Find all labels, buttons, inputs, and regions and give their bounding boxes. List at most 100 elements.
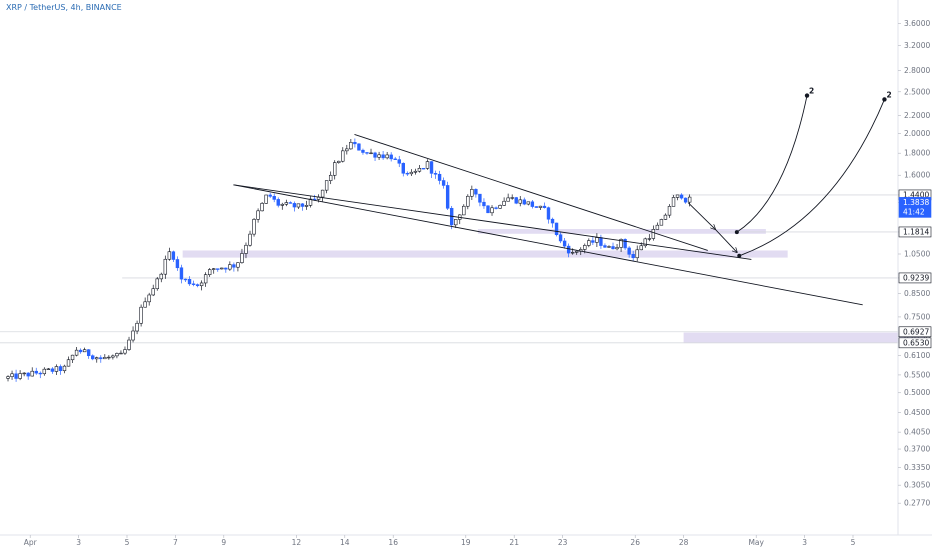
candle-body xyxy=(324,180,329,191)
y-tick-label: 0.5000 xyxy=(904,388,930,397)
candle-body xyxy=(683,197,688,203)
candle-body xyxy=(566,245,571,254)
candle-body xyxy=(385,154,389,159)
candle-body xyxy=(583,245,587,250)
y-tick-label: 3.2000 xyxy=(904,41,930,50)
x-tick-label: 5 xyxy=(125,538,130,547)
candle-body xyxy=(236,262,240,268)
price-tag-label: 0.6530 xyxy=(903,338,929,347)
y-tick-label: 1.6000 xyxy=(904,171,930,180)
candle-body xyxy=(462,205,466,216)
candle-body xyxy=(466,195,470,207)
candle-body xyxy=(534,206,539,208)
x-tick-label: 19 xyxy=(461,538,471,547)
candle-body xyxy=(62,365,67,372)
candle-body xyxy=(587,240,591,246)
price-tag-countdown: 41:42 xyxy=(903,207,925,216)
candle-body xyxy=(50,368,55,372)
candle-body xyxy=(607,246,611,248)
x-tick-label: 5 xyxy=(851,538,856,547)
x-tick-label: Apr xyxy=(24,538,38,547)
candle-body xyxy=(151,288,155,296)
y-tick-label: 2.8000 xyxy=(904,66,930,75)
candle-body xyxy=(195,284,200,287)
candle-body xyxy=(349,141,353,150)
candle-body xyxy=(381,154,385,159)
y-tick-label: 1.0500 xyxy=(904,250,930,259)
y-tick-label: 0.4500 xyxy=(904,408,930,417)
candle-body xyxy=(74,349,79,356)
x-tick-label: 9 xyxy=(221,538,226,547)
candle-body xyxy=(687,196,692,203)
candle-body xyxy=(240,253,244,263)
candle-body xyxy=(292,203,297,208)
candle-body xyxy=(393,158,397,160)
candle-body xyxy=(203,274,208,284)
candle-body xyxy=(522,199,526,205)
candle-body xyxy=(433,173,438,175)
price-tag-label: 1.3838 xyxy=(903,198,929,207)
y-tick-label: 2.2000 xyxy=(904,111,930,120)
candle-body xyxy=(478,193,482,203)
candle-body xyxy=(42,368,47,375)
candle-body xyxy=(179,267,184,280)
candle-body xyxy=(546,207,551,220)
candle-body xyxy=(252,219,256,235)
candle-body xyxy=(159,273,163,280)
projection-start-dot xyxy=(737,253,742,258)
price-tag-box xyxy=(898,272,932,284)
candle-body xyxy=(333,162,337,176)
candle-body xyxy=(280,203,284,206)
candle-body xyxy=(58,366,63,372)
candle-body xyxy=(328,174,333,181)
y-tick-label: 0.5500 xyxy=(904,370,930,379)
candle-body xyxy=(99,357,103,360)
candle-body xyxy=(216,268,220,270)
candle-body xyxy=(599,237,603,246)
candle-body xyxy=(570,252,575,254)
candle-body xyxy=(530,201,535,207)
candle-body xyxy=(619,239,623,248)
candle-body xyxy=(91,355,95,360)
candle-body xyxy=(510,197,514,199)
candle-body xyxy=(389,154,393,160)
projection-path xyxy=(736,95,808,233)
candle-body xyxy=(445,185,450,209)
candle-body xyxy=(671,197,676,207)
trendline xyxy=(233,184,863,306)
candle-body xyxy=(139,306,143,324)
candle-body xyxy=(417,167,422,172)
candle-body xyxy=(675,194,680,198)
candle-body xyxy=(78,349,83,353)
x-tick-label: 3 xyxy=(76,538,81,547)
candle-body xyxy=(66,359,71,367)
x-tick-label: 3 xyxy=(802,538,807,547)
candle-body xyxy=(373,152,377,158)
candle-body xyxy=(220,267,224,270)
candle-body xyxy=(345,148,349,152)
candle-body xyxy=(611,246,615,250)
support-zone xyxy=(182,250,788,258)
candle-body xyxy=(361,149,365,153)
candle-body xyxy=(288,202,293,204)
candle-body xyxy=(115,353,119,357)
candle-body xyxy=(498,205,502,209)
candle-body xyxy=(615,247,619,250)
candle-body xyxy=(123,349,127,354)
candle-body xyxy=(554,222,559,236)
candle-body xyxy=(248,233,252,246)
candle-body xyxy=(494,207,498,209)
projection-end-dot xyxy=(882,97,887,102)
candle-body xyxy=(135,322,139,332)
x-tick-label: 16 xyxy=(388,538,398,547)
candle-body xyxy=(46,368,51,370)
candle-body xyxy=(409,171,414,175)
candle-body xyxy=(603,245,607,248)
candle-body xyxy=(14,373,18,379)
candle-body xyxy=(651,229,656,239)
candle-body xyxy=(441,180,446,186)
x-tick-label: 7 xyxy=(173,538,178,547)
candle-body xyxy=(679,194,684,199)
candle-body xyxy=(502,200,506,206)
